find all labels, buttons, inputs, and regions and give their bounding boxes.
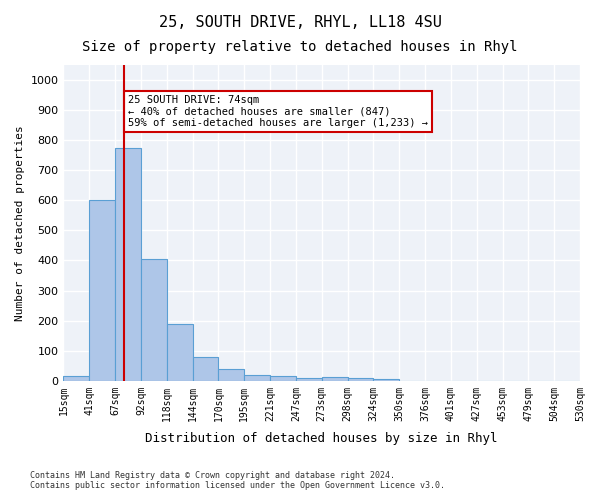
Bar: [167, 324, 193, 381]
Bar: [347, 378, 373, 381]
Bar: [270, 376, 296, 381]
Text: 25, SOUTH DRIVE, RHYL, LL18 4SU: 25, SOUTH DRIVE, RHYL, LL18 4SU: [158, 15, 442, 30]
Y-axis label: Number of detached properties: Number of detached properties: [15, 125, 25, 321]
Bar: [218, 368, 244, 381]
Text: Contains HM Land Registry data © Crown copyright and database right 2024.
Contai: Contains HM Land Registry data © Crown c…: [30, 470, 445, 490]
Bar: [322, 377, 347, 381]
X-axis label: Distribution of detached houses by size in Rhyl: Distribution of detached houses by size …: [145, 432, 498, 445]
Bar: [193, 358, 218, 381]
Bar: [296, 378, 322, 381]
Text: Size of property relative to detached houses in Rhyl: Size of property relative to detached ho…: [82, 40, 518, 54]
Bar: [141, 259, 167, 381]
Bar: [115, 148, 141, 381]
Bar: [64, 376, 89, 381]
Bar: [244, 376, 270, 381]
Bar: [373, 380, 399, 381]
Text: 25 SOUTH DRIVE: 74sqm
← 40% of detached houses are smaller (847)
59% of semi-det: 25 SOUTH DRIVE: 74sqm ← 40% of detached …: [128, 95, 428, 128]
Bar: [89, 200, 115, 381]
